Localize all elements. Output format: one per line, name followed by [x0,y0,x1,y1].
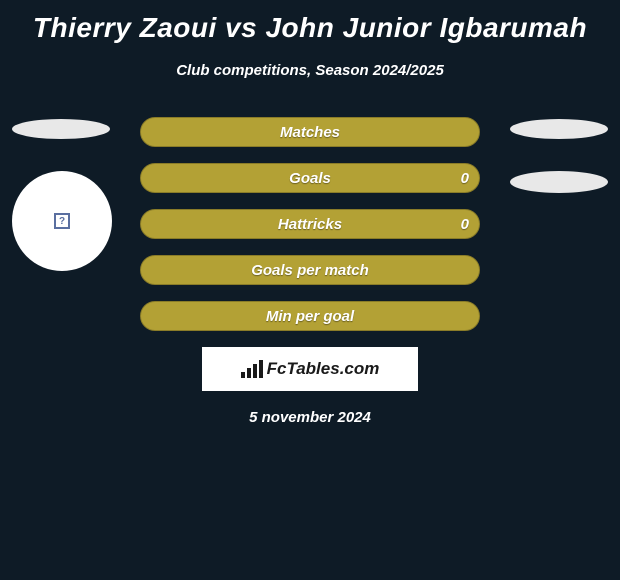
avatar-placeholder-icon: ? [54,213,70,229]
comparison-chart: ? Matches Goals 0 Hattricks 0 Goals per … [0,117,620,426]
stat-row: Matches [140,117,480,147]
stat-label: Goals [141,170,479,187]
stat-value-right: 0 [461,170,469,187]
stat-label: Matches [141,124,479,141]
player-left-avatar: ? [12,171,112,271]
ellipse-shadow-icon [510,119,608,139]
stat-row: Min per goal [140,301,480,331]
stat-row: Hattricks 0 [140,209,480,239]
stat-row: Goals 0 [140,163,480,193]
stat-value-right: 0 [461,216,469,233]
branding-badge: FcTables.com [202,347,418,391]
stat-label: Min per goal [141,308,479,325]
bar-chart-icon [241,360,263,378]
branding-text: FcTables.com [267,359,380,379]
generation-date: 5 november 2024 [0,409,620,426]
stat-rows: Matches Goals 0 Hattricks 0 Goals per ma… [140,117,480,331]
ellipse-shadow-icon [510,171,608,193]
comparison-title: Thierry Zaoui vs John Junior Igbarumah [0,0,620,44]
stat-label: Goals per match [141,262,479,279]
player-right-avatar-block [510,119,608,193]
ellipse-shadow-icon [12,119,110,139]
comparison-subtitle: Club competitions, Season 2024/2025 [0,62,620,79]
stat-label: Hattricks [141,216,479,233]
player-left-avatar-block: ? [12,119,112,271]
stat-row: Goals per match [140,255,480,285]
